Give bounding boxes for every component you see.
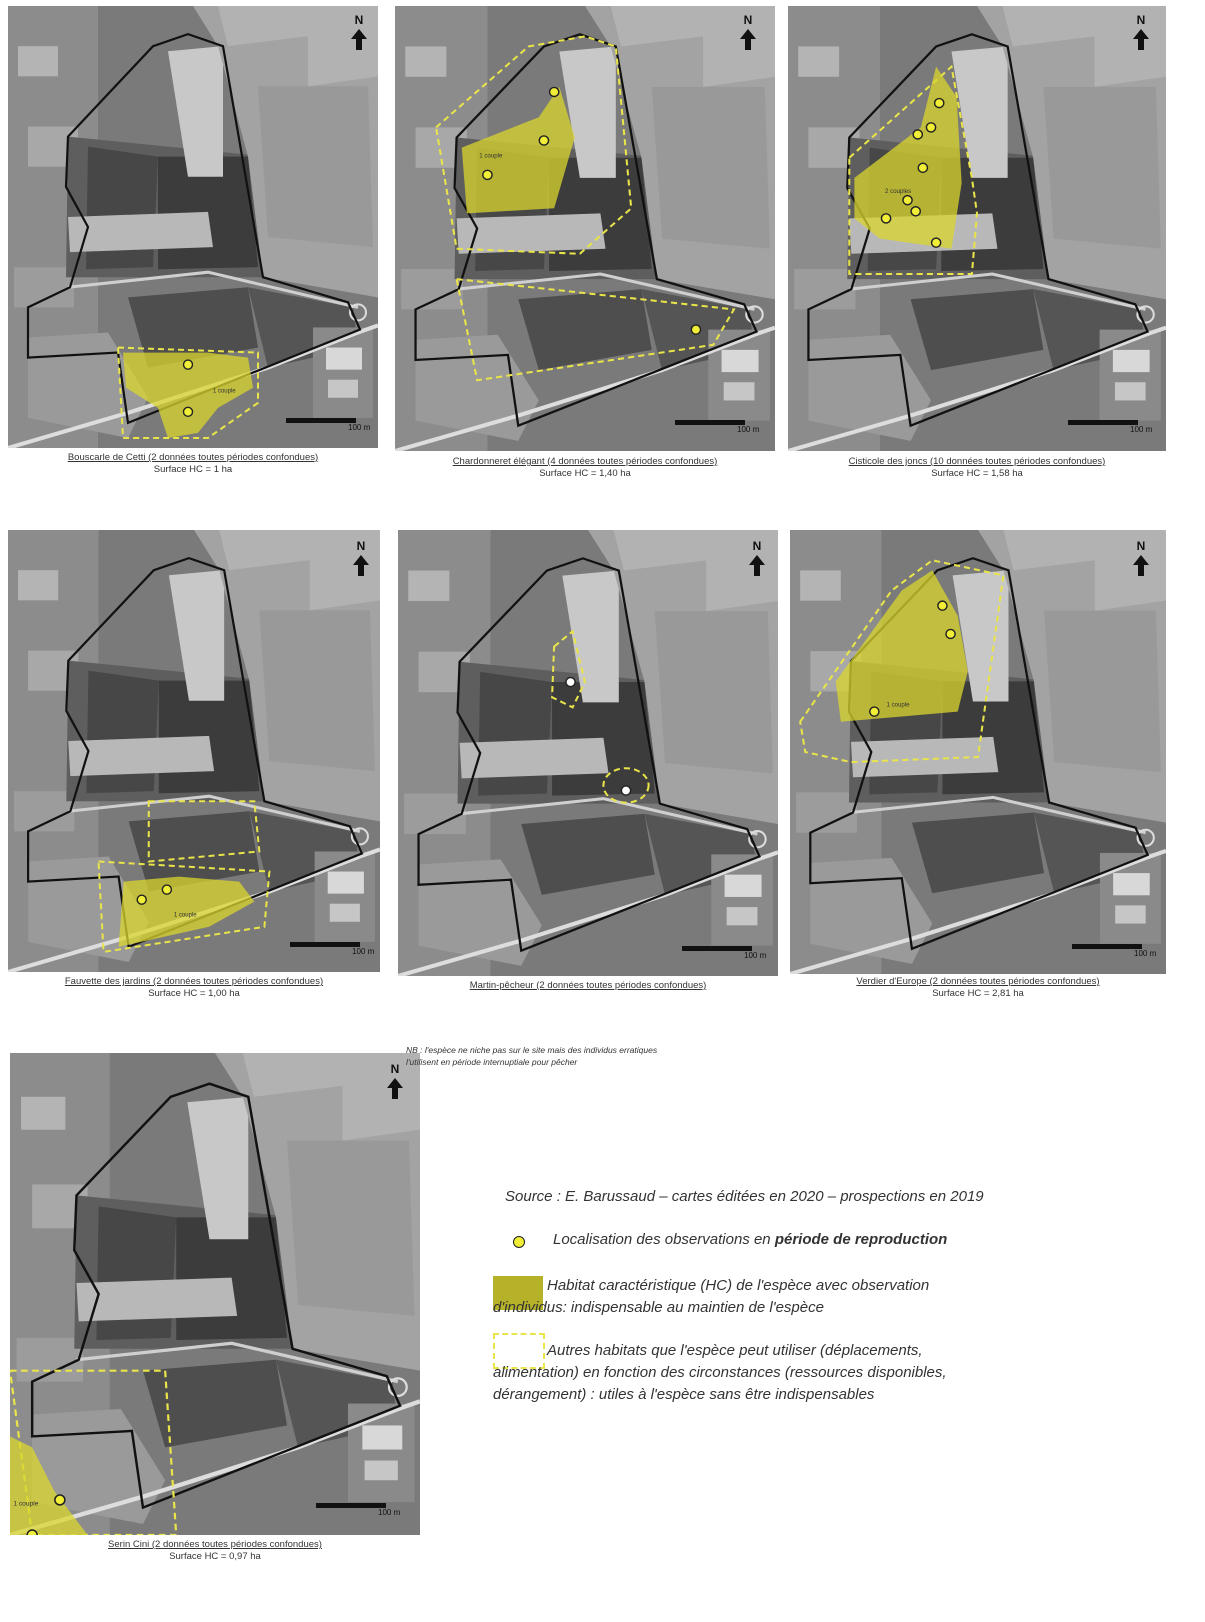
svg-text:1 couple: 1 couple: [479, 153, 503, 160]
svg-text:1 couple: 1 couple: [13, 1500, 38, 1507]
legend-habitat: Habitat caractéristique (HC) de l'espèce…: [493, 1277, 930, 1316]
map-caption: Serin Cini (2 données toutes périodes co…: [108, 1539, 322, 1562]
aerial-map: 1 couple: [790, 530, 1166, 974]
map-panel-serin: 1 couple N 100 m Serin Cini (2 données t…: [10, 1053, 420, 1593]
north-arrow-icon: N: [384, 1063, 406, 1099]
north-arrow-icon: N: [1130, 540, 1152, 576]
aerial-map: 2 couples: [788, 6, 1166, 451]
map-panel-verdier: 1 couple N 100 m Verdier d'Europe (2 don…: [790, 530, 1166, 1010]
map-panel-fauvette: 1 couple N 100 m Fauvette des jardins (2…: [8, 530, 380, 1010]
map-drawing: 1 couple: [395, 6, 775, 451]
legend-other-habitats: Autres habitats que l'espèce peut utilis…: [493, 1342, 947, 1403]
aerial-map: [398, 530, 778, 976]
map-caption: Chardonneret élégant (4 données toutes p…: [452, 456, 718, 479]
nb-note: NB : l'espèce ne niche pas sur le site m…: [406, 1045, 658, 1067]
map-caption: Martin-pêcheur (2 données toutes période…: [469, 980, 707, 991]
north-arrow-icon: N: [737, 14, 759, 50]
map-panel-martin-pecheur: N 100 m Martin-pêcheur (2 données toutes…: [398, 530, 778, 1000]
svg-text:2 couples: 2 couples: [885, 188, 911, 195]
map-caption: Verdier d'Europe (2 données toutes pério…: [856, 976, 1100, 999]
north-arrow-icon: N: [348, 14, 370, 50]
legend-observations: Localisation des observations en période…: [553, 1231, 948, 1248]
aerial-map: 1 couple: [8, 6, 378, 448]
map-caption: Fauvette des jardins (2 données toutes p…: [64, 976, 324, 999]
source-note: Source : E. Barussaud – cartes éditées e…: [505, 1188, 984, 1205]
map-caption: Cisticole des joncs (10 données toutes p…: [848, 456, 1106, 479]
map-panel-bouscarle: 1 couple N 100 m Bouscarle de Cetti (2 d…: [8, 6, 378, 486]
map-drawing: 2 couples: [788, 6, 1166, 451]
svg-text:1 couple: 1 couple: [887, 703, 911, 709]
map-caption: Bouscarle de Cetti (2 données toutes pér…: [67, 452, 319, 475]
map-drawing: 1 couple: [8, 530, 380, 972]
svg-text:1 couple: 1 couple: [213, 389, 236, 395]
north-arrow-icon: N: [746, 540, 768, 576]
habitat-swatch-icon: [493, 1276, 543, 1310]
map-panel-chardonneret: 1 couple N 100 m Chardonneret élégant (4…: [395, 6, 775, 486]
svg-text:1 couple: 1 couple: [174, 913, 197, 919]
aerial-map: 1 couple: [10, 1053, 420, 1535]
other-habitat-swatch-icon: [493, 1333, 545, 1369]
observation-dot-icon: [513, 1236, 525, 1248]
map-drawing: 1 couple: [790, 530, 1166, 974]
aerial-map: 1 couple: [8, 530, 380, 972]
map-drawing: 1 couple: [8, 6, 378, 448]
north-arrow-icon: N: [350, 540, 372, 576]
map-drawing: [398, 530, 778, 976]
map-drawing: 1 couple: [10, 1053, 420, 1535]
aerial-map: 1 couple: [395, 6, 775, 451]
north-arrow-icon: N: [1130, 14, 1152, 50]
map-panel-cisticole: 2 couples N 100 m Cisticole des joncs (1…: [788, 6, 1166, 486]
